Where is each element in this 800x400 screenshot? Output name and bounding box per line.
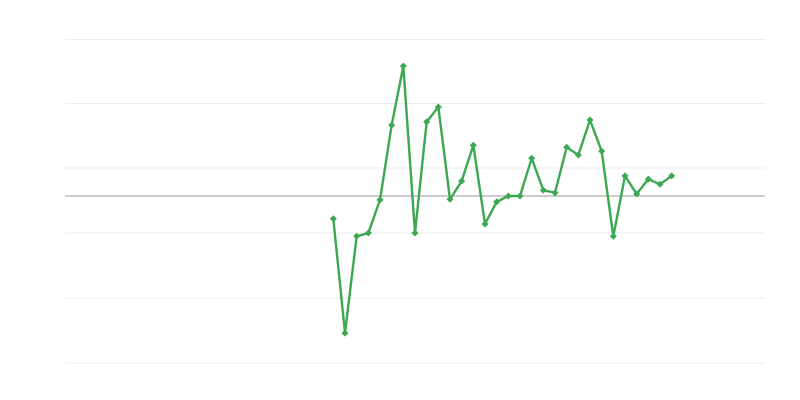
data-point[interactable] [458, 177, 466, 185]
data-point[interactable] [376, 196, 384, 204]
data-point[interactable] [528, 154, 536, 162]
data-point[interactable] [353, 232, 361, 240]
data-point[interactable] [434, 103, 442, 111]
series-line-0 [332, 64, 673, 335]
data-point[interactable] [563, 143, 571, 151]
data-point[interactable] [446, 195, 454, 203]
data-point[interactable] [411, 229, 419, 237]
data-point[interactable] [469, 141, 477, 149]
data-point[interactable] [598, 147, 606, 155]
data-point[interactable] [423, 118, 431, 126]
gridlines-group [65, 38, 765, 364]
data-point[interactable] [644, 175, 652, 183]
data-point[interactable] [656, 180, 664, 188]
data-point[interactable] [341, 329, 349, 337]
data-point[interactable] [668, 172, 676, 180]
data-point[interactable] [609, 232, 617, 240]
data-point[interactable] [574, 151, 582, 159]
data-point[interactable] [586, 116, 594, 124]
data-point[interactable] [493, 198, 501, 206]
data-point[interactable] [329, 215, 337, 223]
data-point[interactable] [621, 172, 629, 180]
series-group [329, 62, 676, 337]
data-point[interactable] [388, 121, 396, 129]
data-point[interactable] [539, 186, 547, 194]
data-point[interactable] [364, 229, 372, 237]
data-point[interactable] [504, 192, 512, 200]
data-point[interactable] [516, 192, 524, 200]
data-point[interactable] [481, 220, 489, 228]
data-point[interactable] [551, 189, 559, 197]
data-point[interactable] [399, 62, 407, 70]
data-point[interactable] [633, 190, 641, 198]
